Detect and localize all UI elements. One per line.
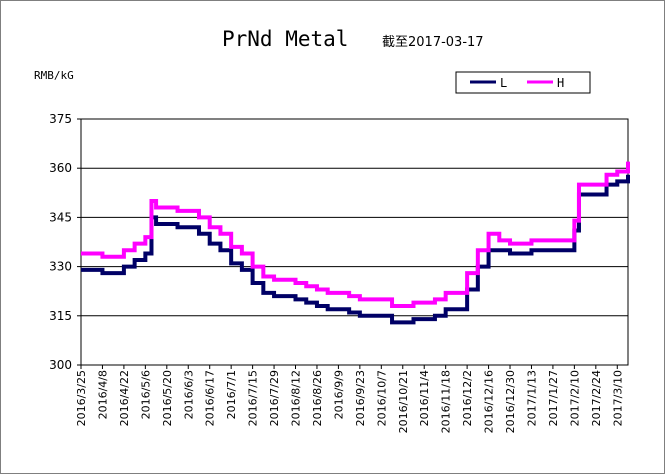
legend-label-h: H	[557, 76, 564, 90]
x-tick-label: 2016/8/26	[311, 370, 324, 426]
y-tick-label: 375	[49, 112, 72, 126]
legend-box	[455, 71, 591, 94]
x-tick-label: 2016/12/2	[461, 370, 474, 426]
legend-label-l: L	[500, 76, 507, 90]
chart-subtitle: 截至2017-03-17	[382, 35, 484, 50]
y-tick-label: 300	[49, 358, 72, 372]
x-tick-label: 2016/12/30	[504, 370, 517, 433]
y-tick-label: 345	[49, 210, 72, 224]
x-tick-label: 2016/6/17	[204, 370, 217, 426]
x-tick-label: 2017/1/13	[525, 370, 538, 426]
plot-area: 300 315 330 345 360 375 2016/3/25 2016/4/8 2016/…	[49, 112, 630, 433]
x-tick-label: 2016/10/7	[375, 370, 388, 426]
x-tick-label: 2016/9/9	[332, 370, 345, 419]
x-tick-label: 2016/4/8	[96, 370, 109, 419]
y-tick-label: 360	[49, 161, 72, 175]
x-tick-label: 2017/2/24	[590, 370, 603, 426]
x-tick-label: 2016/11/4	[418, 370, 431, 426]
x-tick-label: 2016/6/3	[182, 370, 195, 419]
x-tick-label: 2016/10/21	[397, 370, 410, 433]
x-tick-label: 2016/7/1	[225, 370, 238, 419]
y-axis-label: RMB/kG	[34, 69, 74, 82]
x-tick-label: 2016/12/16	[483, 370, 496, 433]
x-tick-label: 2016/4/22	[118, 370, 131, 426]
x-tick-label: 2016/5/6	[139, 370, 152, 419]
x-tick-label: 2017/2/10	[568, 370, 581, 426]
series-line-l	[81, 174, 630, 325]
x-tick-label: 2017/1/27	[547, 370, 560, 426]
x-tick-label: 2016/7/29	[268, 370, 281, 426]
x-tick-label: 2016/8/12	[290, 370, 303, 426]
x-tick-label: 2017/3/10	[611, 370, 624, 426]
y-tick-label: 315	[49, 309, 72, 323]
x-tick-label: 2016/7/15	[247, 370, 260, 426]
chart-title: PrNd Metal	[222, 27, 348, 51]
legend: L H	[455, 71, 591, 94]
x-tick-label: 2016/9/23	[354, 370, 367, 426]
series-line-h	[81, 161, 630, 308]
x-tick-label: 2016/3/25	[75, 370, 88, 426]
x-tick-label: 2016/5/20	[161, 370, 174, 426]
y-tick-label: 330	[49, 260, 72, 274]
x-tick-label: 2016/11/18	[440, 370, 453, 433]
